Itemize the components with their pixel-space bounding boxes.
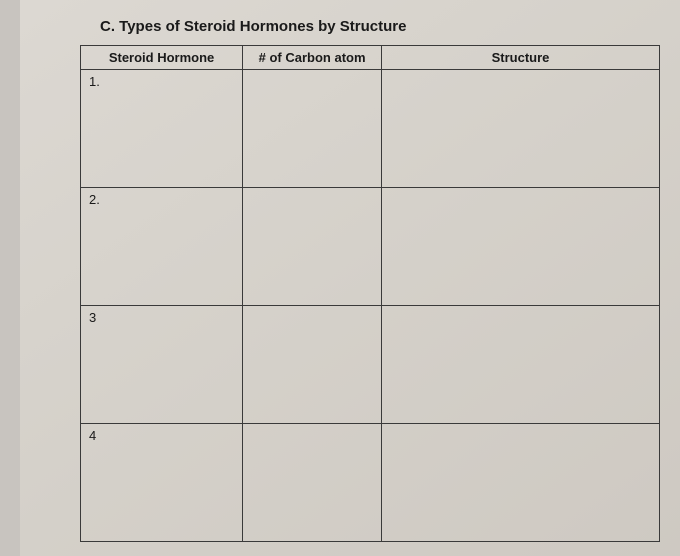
- worksheet-paper: C. Types of Steroid Hormones by Structur…: [20, 0, 680, 556]
- table-row: 3: [81, 306, 660, 424]
- row-label: 2.: [89, 192, 100, 207]
- row-label: 1.: [89, 74, 100, 89]
- cell-structure: [382, 188, 660, 306]
- col-header-carbon: # of Carbon atom: [243, 46, 382, 70]
- steroid-hormones-table: Steroid Hormone # of Carbon atom Structu…: [80, 45, 660, 542]
- cell-structure: [382, 424, 660, 542]
- cell-carbon: [243, 70, 382, 188]
- cell-hormone: 3: [81, 306, 243, 424]
- cell-structure: [382, 70, 660, 188]
- table-row: 4: [81, 424, 660, 542]
- table-row: 2.: [81, 188, 660, 306]
- col-header-hormone: Steroid Hormone: [81, 46, 243, 70]
- cell-hormone: 2.: [81, 188, 243, 306]
- cell-hormone: 4: [81, 424, 243, 542]
- table-row: 1.: [81, 70, 660, 188]
- cell-hormone: 1.: [81, 70, 243, 188]
- cell-carbon: [243, 306, 382, 424]
- cell-carbon: [243, 188, 382, 306]
- row-label: 3: [89, 310, 96, 325]
- cell-structure: [382, 306, 660, 424]
- col-header-structure: Structure: [382, 46, 660, 70]
- row-label: 4: [89, 428, 96, 443]
- section-heading: C. Types of Steroid Hormones by Structur…: [100, 18, 660, 35]
- cell-carbon: [243, 424, 382, 542]
